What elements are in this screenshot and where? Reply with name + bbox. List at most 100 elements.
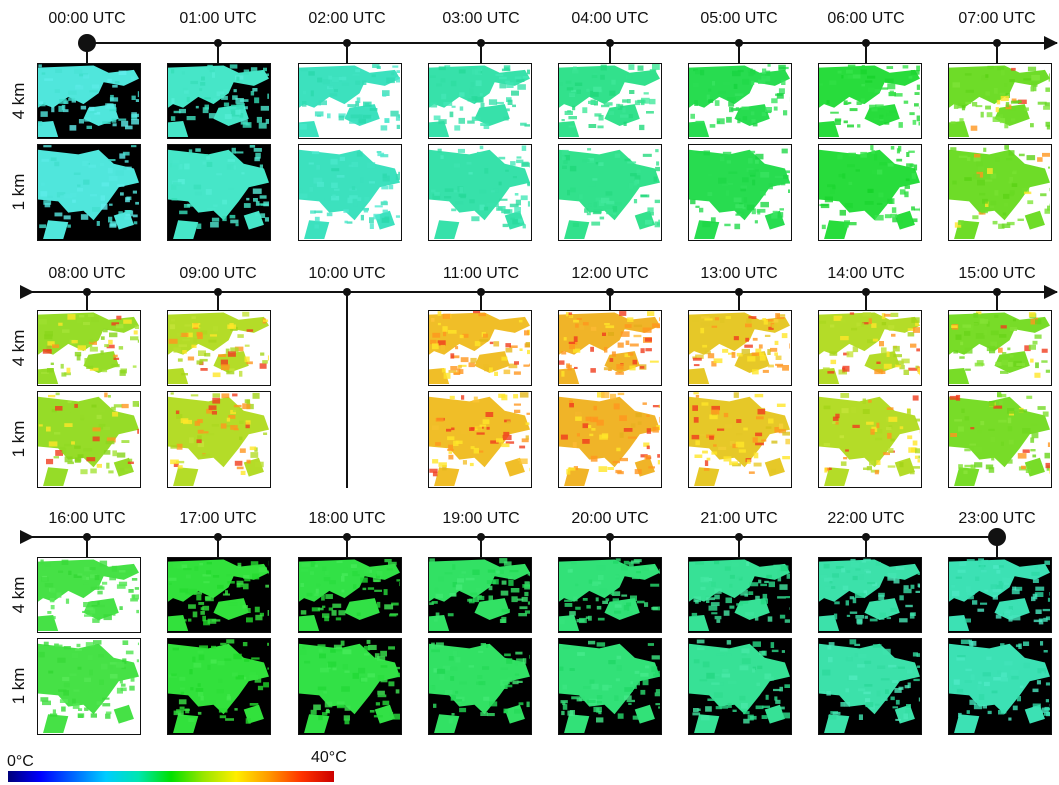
connector	[996, 292, 998, 310]
temperature-map	[689, 639, 790, 733]
temperature-map	[168, 311, 269, 384]
row-label-4km: 4 km	[9, 82, 28, 120]
connector	[346, 537, 348, 557]
temperature-map	[299, 64, 400, 137]
map-1km	[558, 391, 662, 488]
connector	[996, 537, 998, 557]
timeline-3	[20, 528, 1006, 546]
time-label: 11:00 UTC	[442, 265, 520, 282]
map-4km	[428, 63, 532, 139]
connector	[480, 43, 482, 63]
temperature-map	[949, 65, 1050, 137]
temperature-map	[689, 392, 790, 486]
time-label: 08:00 UTC	[48, 265, 126, 282]
temperature-map	[429, 65, 530, 137]
connector	[609, 43, 611, 63]
map-1km	[948, 391, 1052, 488]
map-4km	[558, 557, 662, 633]
map-1km	[818, 391, 922, 488]
connector	[86, 292, 88, 310]
temperature-map	[819, 312, 920, 384]
map-4km	[298, 557, 402, 633]
timeline-start-arrow	[20, 285, 34, 299]
map-4km	[37, 310, 141, 386]
map-1km	[37, 144, 141, 241]
temperature-map	[559, 148, 660, 239]
connector	[609, 537, 611, 557]
temperature-map	[949, 145, 1050, 239]
time-label: 22:00 UTC	[827, 510, 905, 527]
temperature-map	[299, 639, 400, 733]
map-1km	[428, 638, 532, 735]
map-4km	[167, 63, 271, 139]
time-label: 06:00 UTC	[827, 10, 905, 27]
temperature-map	[559, 558, 660, 631]
temperature-map	[168, 639, 269, 733]
connector	[738, 537, 740, 557]
time-label: 05:00 UTC	[700, 10, 778, 27]
map-1km	[948, 638, 1052, 735]
temperature-map	[689, 559, 790, 631]
map-1km	[298, 638, 402, 735]
timeline-1	[78, 34, 1058, 52]
map-4km	[948, 557, 1052, 633]
map-1km	[558, 144, 662, 241]
connector	[480, 292, 482, 310]
timeline-end-arrow	[1044, 36, 1058, 50]
map-4km	[948, 310, 1052, 386]
map-1km	[428, 391, 532, 488]
row-label-4km: 4 km	[9, 329, 28, 367]
timeline-start-arrow	[20, 530, 34, 544]
map-1km	[688, 638, 792, 735]
temperature-map	[949, 558, 1050, 631]
connector	[86, 43, 88, 63]
temperature-map	[819, 64, 920, 137]
colorbar-max-label: 40°C	[311, 749, 347, 766]
map-4km	[818, 310, 922, 386]
temperature-map	[429, 392, 530, 486]
time-label: 17:00 UTC	[179, 510, 257, 527]
connector	[738, 292, 740, 310]
row-label-1km: 1 km	[9, 420, 28, 458]
temperature-map	[689, 64, 790, 137]
timeline-2	[20, 285, 1058, 299]
colorbar-min-label: 0°C	[7, 753, 34, 770]
missing-data-line	[346, 292, 348, 488]
map-1km	[37, 391, 141, 488]
map-1km	[167, 144, 271, 241]
connector	[865, 537, 867, 557]
connector	[217, 43, 219, 63]
time-label: 20:00 UTC	[571, 510, 649, 527]
map-1km	[298, 144, 402, 241]
temperature-map	[168, 64, 269, 137]
map-4km	[37, 63, 141, 139]
map-1km	[558, 638, 662, 735]
map-1km	[818, 638, 922, 735]
time-label: 21:00 UTC	[700, 510, 778, 527]
temperature-map	[819, 558, 920, 631]
temperature-map	[559, 640, 660, 733]
temperature-map	[429, 558, 530, 631]
temperature-map	[38, 145, 139, 239]
temperature-map	[559, 311, 660, 384]
temperature-map	[689, 148, 790, 239]
map-1km	[167, 638, 271, 735]
map-1km	[428, 144, 532, 241]
temperature-map	[38, 640, 139, 733]
map-4km	[688, 557, 792, 633]
map-1km	[167, 391, 271, 488]
map-1km	[818, 144, 922, 241]
time-label: 01:00 UTC	[179, 10, 257, 27]
temperature-map	[949, 392, 1050, 486]
temperature-map	[38, 312, 139, 384]
map-4km	[818, 557, 922, 633]
time-label: 13:00 UTC	[700, 265, 778, 282]
map-4km	[688, 310, 792, 386]
time-label: 03:00 UTC	[442, 10, 520, 27]
map-4km	[558, 310, 662, 386]
connector	[346, 43, 348, 63]
map-4km	[428, 557, 532, 633]
connector	[609, 292, 611, 310]
temperature-map	[819, 145, 920, 239]
